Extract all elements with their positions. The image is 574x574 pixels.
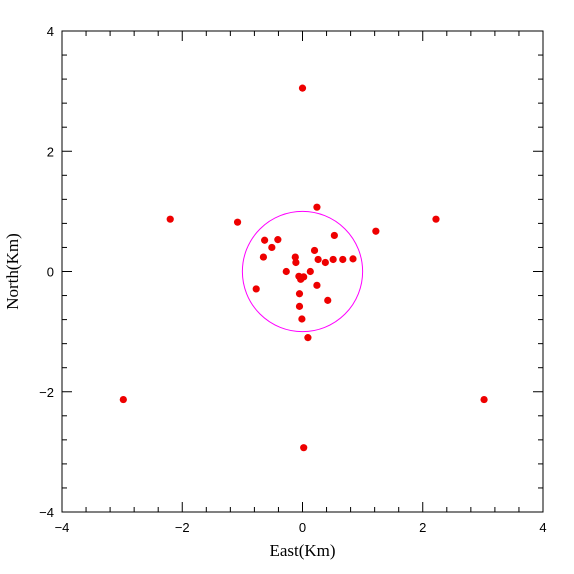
y-tick-label: −2 <box>39 385 54 400</box>
y-tick-label: −4 <box>39 505 54 520</box>
data-point <box>291 253 299 261</box>
y-tick-label: 2 <box>47 144 54 159</box>
data-point <box>252 285 260 293</box>
data-layer <box>119 84 488 452</box>
data-point <box>295 290 304 298</box>
data-point <box>321 258 329 267</box>
x-tick-label: −2 <box>175 520 190 535</box>
data-point <box>295 302 304 310</box>
data-point <box>310 246 319 255</box>
data-point <box>298 315 306 323</box>
data-point <box>274 236 282 244</box>
x-tick-label: −4 <box>55 520 70 535</box>
data-point <box>300 444 308 452</box>
data-point <box>339 255 347 264</box>
data-point <box>314 255 322 264</box>
data-point <box>432 215 440 223</box>
data-point <box>233 218 242 226</box>
data-point <box>372 227 380 235</box>
data-point <box>330 231 338 240</box>
unit-circle <box>241 210 364 333</box>
x-axis-title: East(Km) <box>269 541 335 560</box>
data-point <box>324 296 332 304</box>
y-tick-label: 4 <box>47 24 54 39</box>
data-point <box>313 203 321 211</box>
data-point <box>259 253 268 261</box>
data-point <box>268 243 276 252</box>
data-point <box>119 395 127 404</box>
data-point <box>166 215 174 223</box>
data-point <box>329 255 337 264</box>
data-point <box>349 255 357 263</box>
data-point <box>282 267 290 276</box>
data-point <box>306 267 314 276</box>
x-tick-label: 0 <box>299 520 306 535</box>
data-point <box>313 281 321 289</box>
data-point <box>298 84 307 92</box>
data-point <box>304 334 312 342</box>
data-point <box>480 395 488 404</box>
y-axis-title: North(Km) <box>3 233 22 309</box>
data-point <box>261 236 269 244</box>
data-point <box>292 258 300 267</box>
data-point <box>297 275 305 283</box>
axes: −4 −2 0 2 4 −4 −2 0 2 4 <box>39 24 546 535</box>
y-tick-label: 0 <box>47 265 54 280</box>
x-tick-label: 4 <box>539 520 546 535</box>
plot-frame <box>61 30 544 513</box>
x-tick-label: 2 <box>419 520 426 535</box>
